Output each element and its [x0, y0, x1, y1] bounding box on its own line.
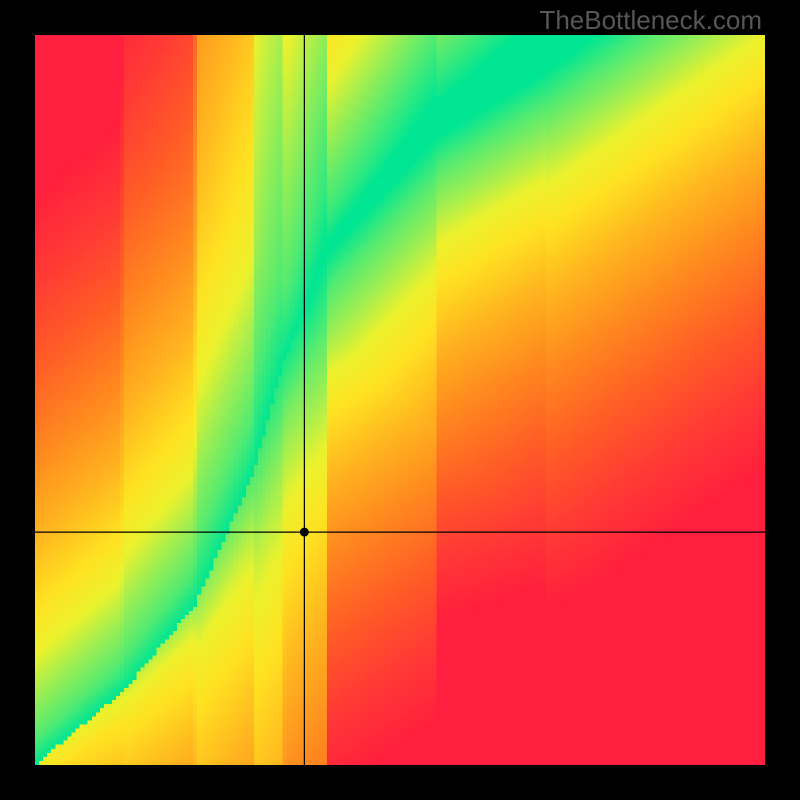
crosshair-overlay [0, 0, 800, 800]
watermark-text: TheBottleneck.com [539, 5, 762, 36]
crosshair-dot [300, 528, 309, 537]
bottleneck-heatmap-container: TheBottleneck.com [0, 0, 800, 800]
